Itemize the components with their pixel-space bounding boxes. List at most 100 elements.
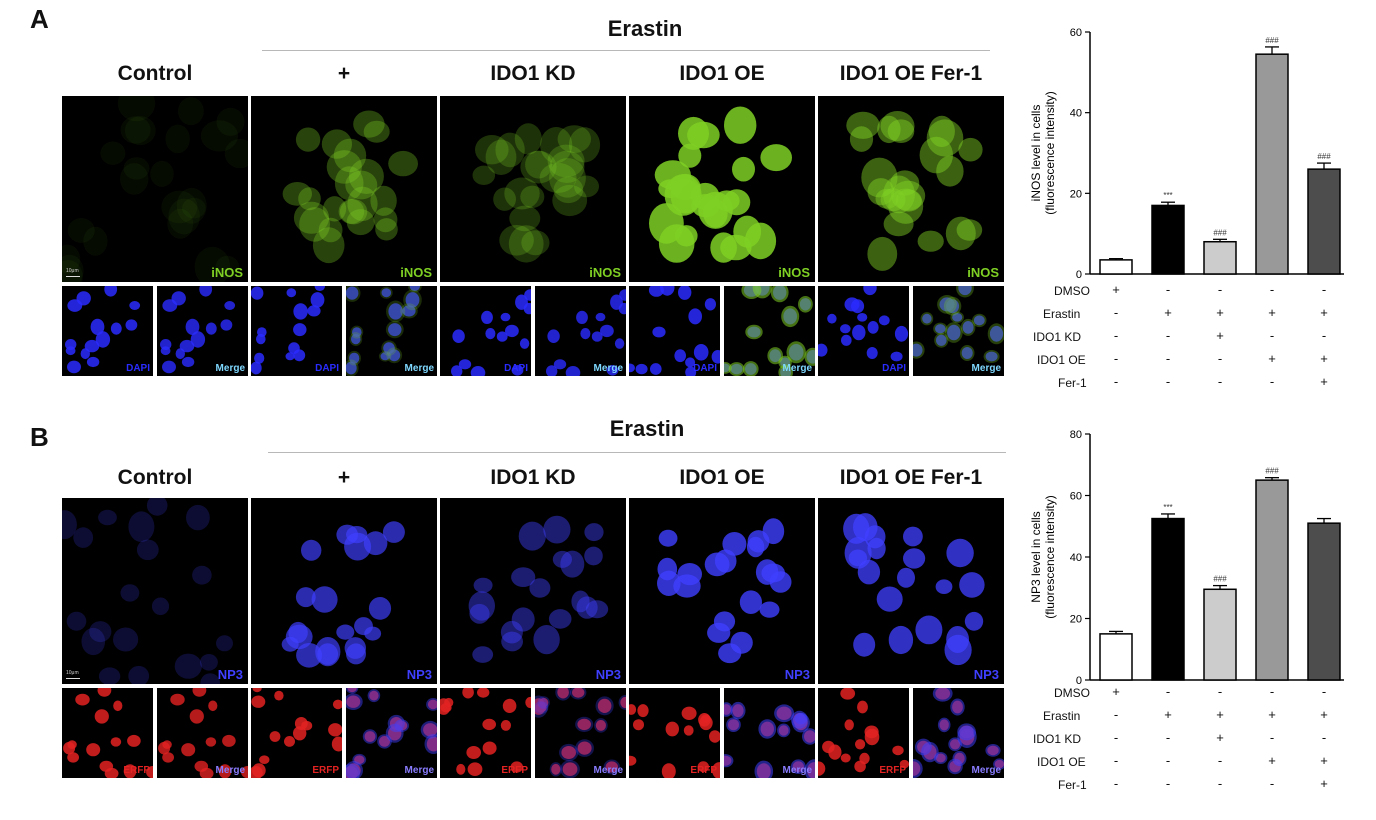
condition-symbol: - bbox=[1217, 374, 1223, 389]
condition-symbol: - bbox=[1165, 328, 1171, 343]
micrograph-main: iNOS bbox=[440, 96, 626, 282]
micrograph-sub: ERFP bbox=[440, 688, 531, 778]
condition-symbol: + bbox=[1112, 684, 1120, 699]
column-label: + bbox=[337, 62, 351, 85]
significance-mark: ### bbox=[1265, 36, 1279, 45]
micrograph-sub: DAPI bbox=[62, 286, 153, 376]
column-label: Control bbox=[117, 466, 193, 489]
condition-symbol: - bbox=[1217, 776, 1223, 791]
condition-symbol: + bbox=[1320, 351, 1328, 366]
bar bbox=[1203, 588, 1237, 681]
micrograph-sub: Merge bbox=[346, 286, 437, 376]
bar bbox=[1307, 522, 1341, 681]
condition-symbol: + bbox=[1216, 707, 1224, 722]
stain-label: NP3 bbox=[973, 667, 999, 682]
bar bbox=[1099, 259, 1133, 275]
micrograph-sub: DAPI bbox=[629, 286, 720, 376]
erastin-bracket bbox=[268, 452, 1006, 453]
condition-symbol: + bbox=[1164, 305, 1172, 320]
stain-label: NP3 bbox=[406, 667, 432, 682]
y-axis-label: (fluorescence intensity) bbox=[1043, 495, 1057, 618]
stain-label: ERFP bbox=[123, 765, 150, 776]
condition-symbol: - bbox=[1113, 374, 1119, 389]
column-label: IDO1 OE Fer-1 bbox=[839, 62, 983, 85]
micrograph-sub: Merge bbox=[346, 688, 437, 778]
micrograph-sub: Merge bbox=[724, 688, 815, 778]
y-tick-label: 20 bbox=[1070, 188, 1082, 200]
bar bbox=[1151, 204, 1185, 275]
merge-label: Merge bbox=[404, 363, 434, 374]
significance-mark: ### bbox=[1213, 575, 1227, 584]
stain-label: iNOS bbox=[778, 265, 810, 280]
significance-mark: *** bbox=[1163, 191, 1172, 200]
bar bbox=[1099, 633, 1133, 681]
condition-symbol: - bbox=[1217, 351, 1223, 366]
condition-symbol: - bbox=[1269, 730, 1275, 745]
micrograph-sub: Merge bbox=[535, 688, 626, 778]
micrograph-sub: ERFP bbox=[62, 688, 153, 778]
merge-label: Merge bbox=[971, 765, 1001, 776]
condition-row-label: Erastin bbox=[1043, 709, 1081, 723]
micrograph-main: 10μm iNOS bbox=[62, 96, 248, 282]
stain-label: NP3 bbox=[217, 667, 243, 682]
condition-row-label: IDO1 OE bbox=[1037, 755, 1086, 769]
micrograph-sub: ERFP bbox=[818, 688, 909, 778]
y-tick-label: 40 bbox=[1070, 108, 1082, 120]
erastin-bracket bbox=[262, 50, 990, 51]
condition-symbol: - bbox=[1165, 684, 1171, 699]
condition-symbol: - bbox=[1269, 684, 1275, 699]
condition-symbol: + bbox=[1320, 305, 1328, 320]
micrograph-sub: Merge bbox=[913, 688, 1004, 778]
condition-symbol: + bbox=[1320, 707, 1328, 722]
significance-mark: ### bbox=[1317, 152, 1331, 161]
condition-symbol: - bbox=[1321, 328, 1327, 343]
stain-label: DAPI bbox=[693, 363, 717, 374]
condition-row-label: Fer-1 bbox=[1058, 376, 1087, 390]
stain-label: NP3 bbox=[595, 667, 621, 682]
micrograph-main: NP3 bbox=[818, 498, 1004, 684]
bar bbox=[1151, 517, 1185, 681]
condition-symbol: + bbox=[1164, 707, 1172, 722]
stain-label: iNOS bbox=[400, 265, 432, 280]
column-label: + bbox=[337, 466, 351, 489]
y-tick-label: 40 bbox=[1070, 552, 1082, 564]
micrograph-sub: Merge bbox=[157, 286, 248, 376]
condition-row-label: Erastin bbox=[1043, 307, 1081, 321]
stain-label: DAPI bbox=[882, 363, 906, 374]
condition-symbol: + bbox=[1268, 753, 1276, 768]
condition-symbol: - bbox=[1113, 328, 1119, 343]
column-label: Control bbox=[117, 62, 193, 85]
bar bbox=[1203, 240, 1237, 275]
micrograph-main: 10μm NP3 bbox=[62, 498, 248, 684]
micrograph-main: iNOS bbox=[629, 96, 815, 282]
significance-mark: ### bbox=[1213, 228, 1227, 237]
y-tick-label: 0 bbox=[1076, 675, 1082, 686]
condition-symbol: - bbox=[1321, 730, 1327, 745]
panel-label: A bbox=[30, 4, 49, 34]
condition-symbol: - bbox=[1321, 684, 1327, 699]
condition-symbol: - bbox=[1269, 374, 1275, 389]
stain-label: iNOS bbox=[211, 265, 243, 280]
condition-symbol: - bbox=[1113, 730, 1119, 745]
micrograph-main: NP3 bbox=[251, 498, 437, 684]
condition-symbol: + bbox=[1320, 753, 1328, 768]
condition-symbol: - bbox=[1269, 328, 1275, 343]
condition-symbol: - bbox=[1321, 282, 1327, 297]
scale-bar: 10μm bbox=[66, 670, 80, 679]
condition-symbol: + bbox=[1268, 351, 1276, 366]
condition-symbol: - bbox=[1113, 753, 1119, 768]
micrograph-sub: ERFP bbox=[629, 688, 720, 778]
micrograph-sub: Merge bbox=[724, 286, 815, 376]
y-tick-label: 80 bbox=[1070, 429, 1082, 441]
stain-label: iNOS bbox=[967, 265, 999, 280]
scale-bar: 10μm bbox=[66, 268, 80, 277]
micrograph-sub: ERFP bbox=[251, 688, 342, 778]
bar bbox=[1255, 479, 1289, 681]
condition-symbol: + bbox=[1268, 707, 1276, 722]
bar bbox=[1255, 53, 1289, 275]
condition-row-label: DMSO bbox=[1054, 284, 1090, 298]
merge-label: Merge bbox=[782, 363, 812, 374]
micrograph-main: NP3 bbox=[440, 498, 626, 684]
condition-symbol: - bbox=[1113, 776, 1119, 791]
stain-label: DAPI bbox=[126, 363, 150, 374]
